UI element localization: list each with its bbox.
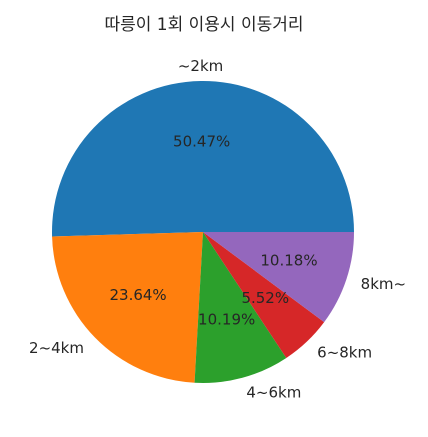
pie-slice-to-2km — [51, 81, 354, 237]
slice-percent-to-2km: 50.47% — [173, 132, 230, 150]
slice-percent-4to-6km: 10.19% — [198, 310, 255, 328]
pie-slice-4to-6km — [194, 232, 287, 383]
chart-title: 따릉이 1회 이용시 이동거리 — [104, 15, 303, 35]
slice-label-4to-6km: 4~6km — [246, 383, 301, 401]
slice-percent-6to-8km: 5.52% — [241, 289, 289, 307]
pie-slices — [51, 81, 354, 383]
slice-percent-2to-4km: 23.64% — [109, 286, 166, 304]
slice-label-8kmto-: 8km~ — [361, 275, 406, 293]
percent-labels: 50.47% 23.64% 10.19% 5.52% 10.18% — [109, 132, 317, 328]
category-labels: ~2km 2~4km 4~6km 6~8km 8km~ — [29, 57, 406, 401]
pie-slice-6to-8km — [203, 232, 325, 358]
slice-label-6to-8km: 6~8km — [317, 344, 372, 362]
slice-label-to-2km: ~2km — [178, 57, 223, 75]
slice-percent-8kmto-: 10.18% — [260, 251, 317, 269]
pie-slice-8kmto- — [203, 232, 354, 323]
pie-slice-2to-4km — [52, 232, 203, 383]
slice-label-2to-4km: 2~4km — [29, 339, 84, 357]
